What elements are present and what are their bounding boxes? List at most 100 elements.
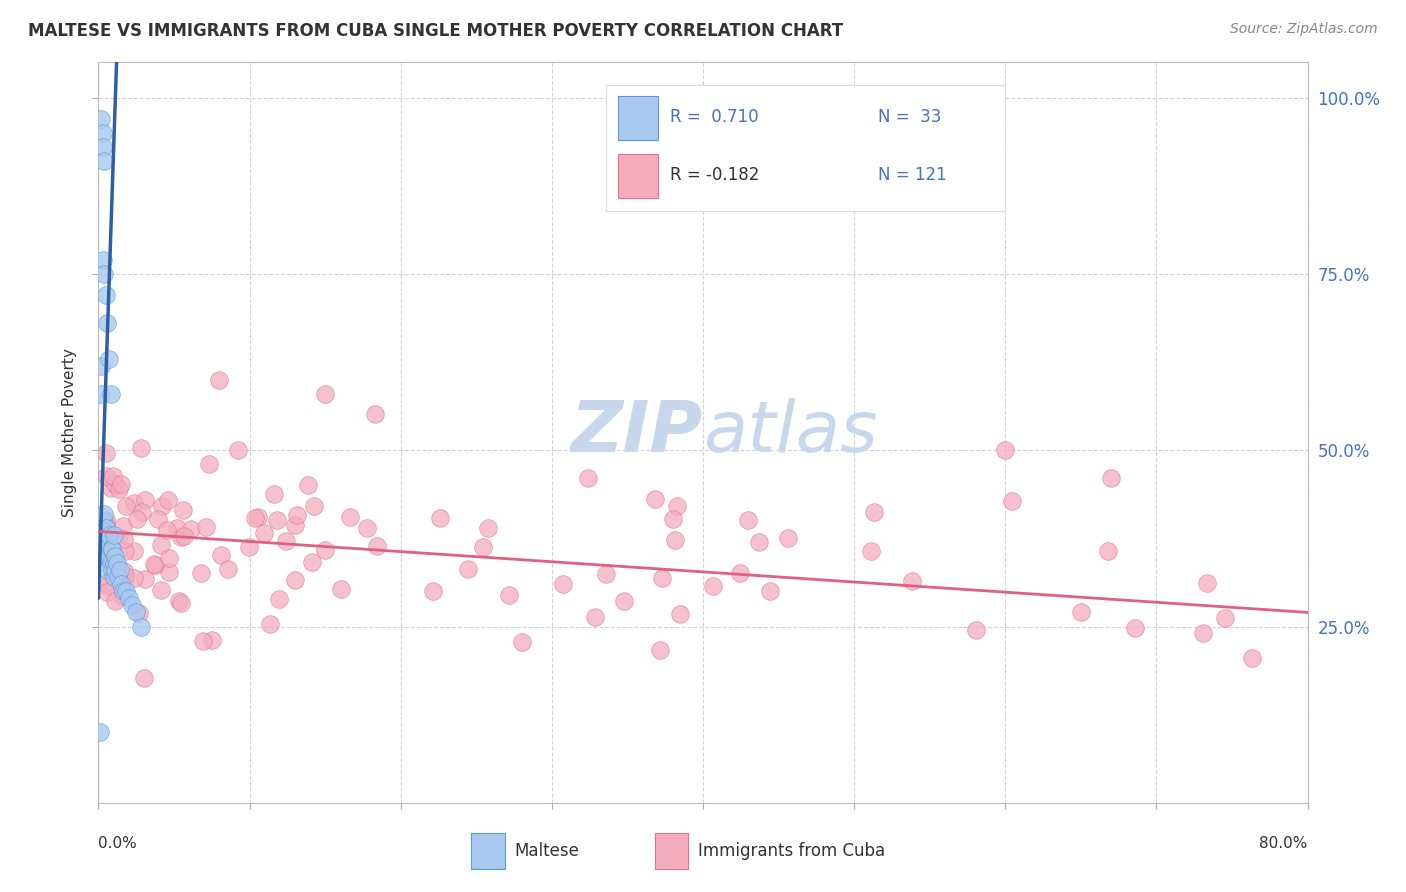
Point [91,140,114,154]
Point [125,606,148,620]
Point [194,520,217,534]
Point [166,521,188,535]
Point [93,507,115,521]
Point [93,154,115,169]
Point [422,583,444,598]
Point [145,558,167,573]
Point [157,551,180,566]
Point [301,555,323,569]
Point [114,500,136,514]
Point [98,549,121,563]
Point [103,566,125,580]
Point [157,492,180,507]
Point [510,635,533,649]
Point [190,566,212,580]
Text: 0.0%: 0.0% [98,836,138,851]
Point [122,571,145,585]
Point [118,591,141,606]
Point [114,569,136,583]
Point [551,577,574,591]
Point [107,531,129,545]
Point [134,671,156,685]
Point [93,535,115,549]
Point [356,521,378,535]
Point [1097,544,1119,558]
Point [651,571,673,585]
Point [142,557,165,571]
Point [238,540,260,554]
Text: 80.0%: 80.0% [1260,836,1308,851]
Point [737,513,759,527]
Point [96,316,118,330]
Point [860,544,883,558]
Point [89,725,111,739]
Point [114,544,136,558]
Point [702,579,724,593]
Point [103,570,125,584]
Point [94,576,117,591]
Point [472,540,495,554]
Y-axis label: Single Mother Poverty: Single Mother Poverty [62,348,77,517]
Point [285,508,308,523]
Point [134,492,156,507]
Point [128,606,150,620]
Point [266,513,288,527]
Point [105,477,128,491]
Point [94,521,117,535]
Point [613,594,636,608]
Point [112,518,135,533]
Point [100,556,122,570]
Point [314,387,336,401]
Point [776,532,799,546]
Point [94,550,117,565]
Point [209,548,232,562]
Point [100,387,122,401]
Point [662,512,685,526]
Point [91,514,114,528]
Point [276,534,298,549]
Point [93,267,115,281]
Point [94,468,117,483]
Point [965,623,987,637]
Point [103,475,125,490]
Text: atlas: atlas [703,398,877,467]
Point [330,582,353,596]
Point [150,499,173,513]
Point [121,599,143,613]
Point [149,538,172,552]
Point [103,556,125,570]
Text: ZIP: ZIP [571,398,703,467]
Point [104,563,127,577]
Point [105,556,128,570]
Point [96,563,118,577]
Point [863,505,886,519]
Point [124,544,146,558]
Text: MALTESE VS IMMIGRANTS FROM CUBA SINGLE MOTHER POVERTY CORRELATION CHART: MALTESE VS IMMIGRANTS FROM CUBA SINGLE M… [28,22,844,40]
Point [201,632,224,647]
Point [1195,575,1218,590]
Point [728,566,751,580]
Point [90,387,112,401]
Point [1192,626,1215,640]
Point [91,126,114,140]
Point [146,512,169,526]
Point [103,528,125,542]
Point [122,496,145,510]
Point [758,583,780,598]
Point [101,469,124,483]
Point [576,471,599,485]
Point [112,533,135,547]
Point [1070,605,1092,619]
Point [595,567,617,582]
Point [111,584,134,599]
Point [91,252,114,267]
Point [1001,493,1024,508]
Point [314,542,336,557]
Point [243,511,266,525]
Point [364,407,387,421]
Point [302,499,325,513]
Point [208,373,231,387]
Point [108,483,131,497]
Point [157,566,180,580]
Point [1213,610,1236,624]
